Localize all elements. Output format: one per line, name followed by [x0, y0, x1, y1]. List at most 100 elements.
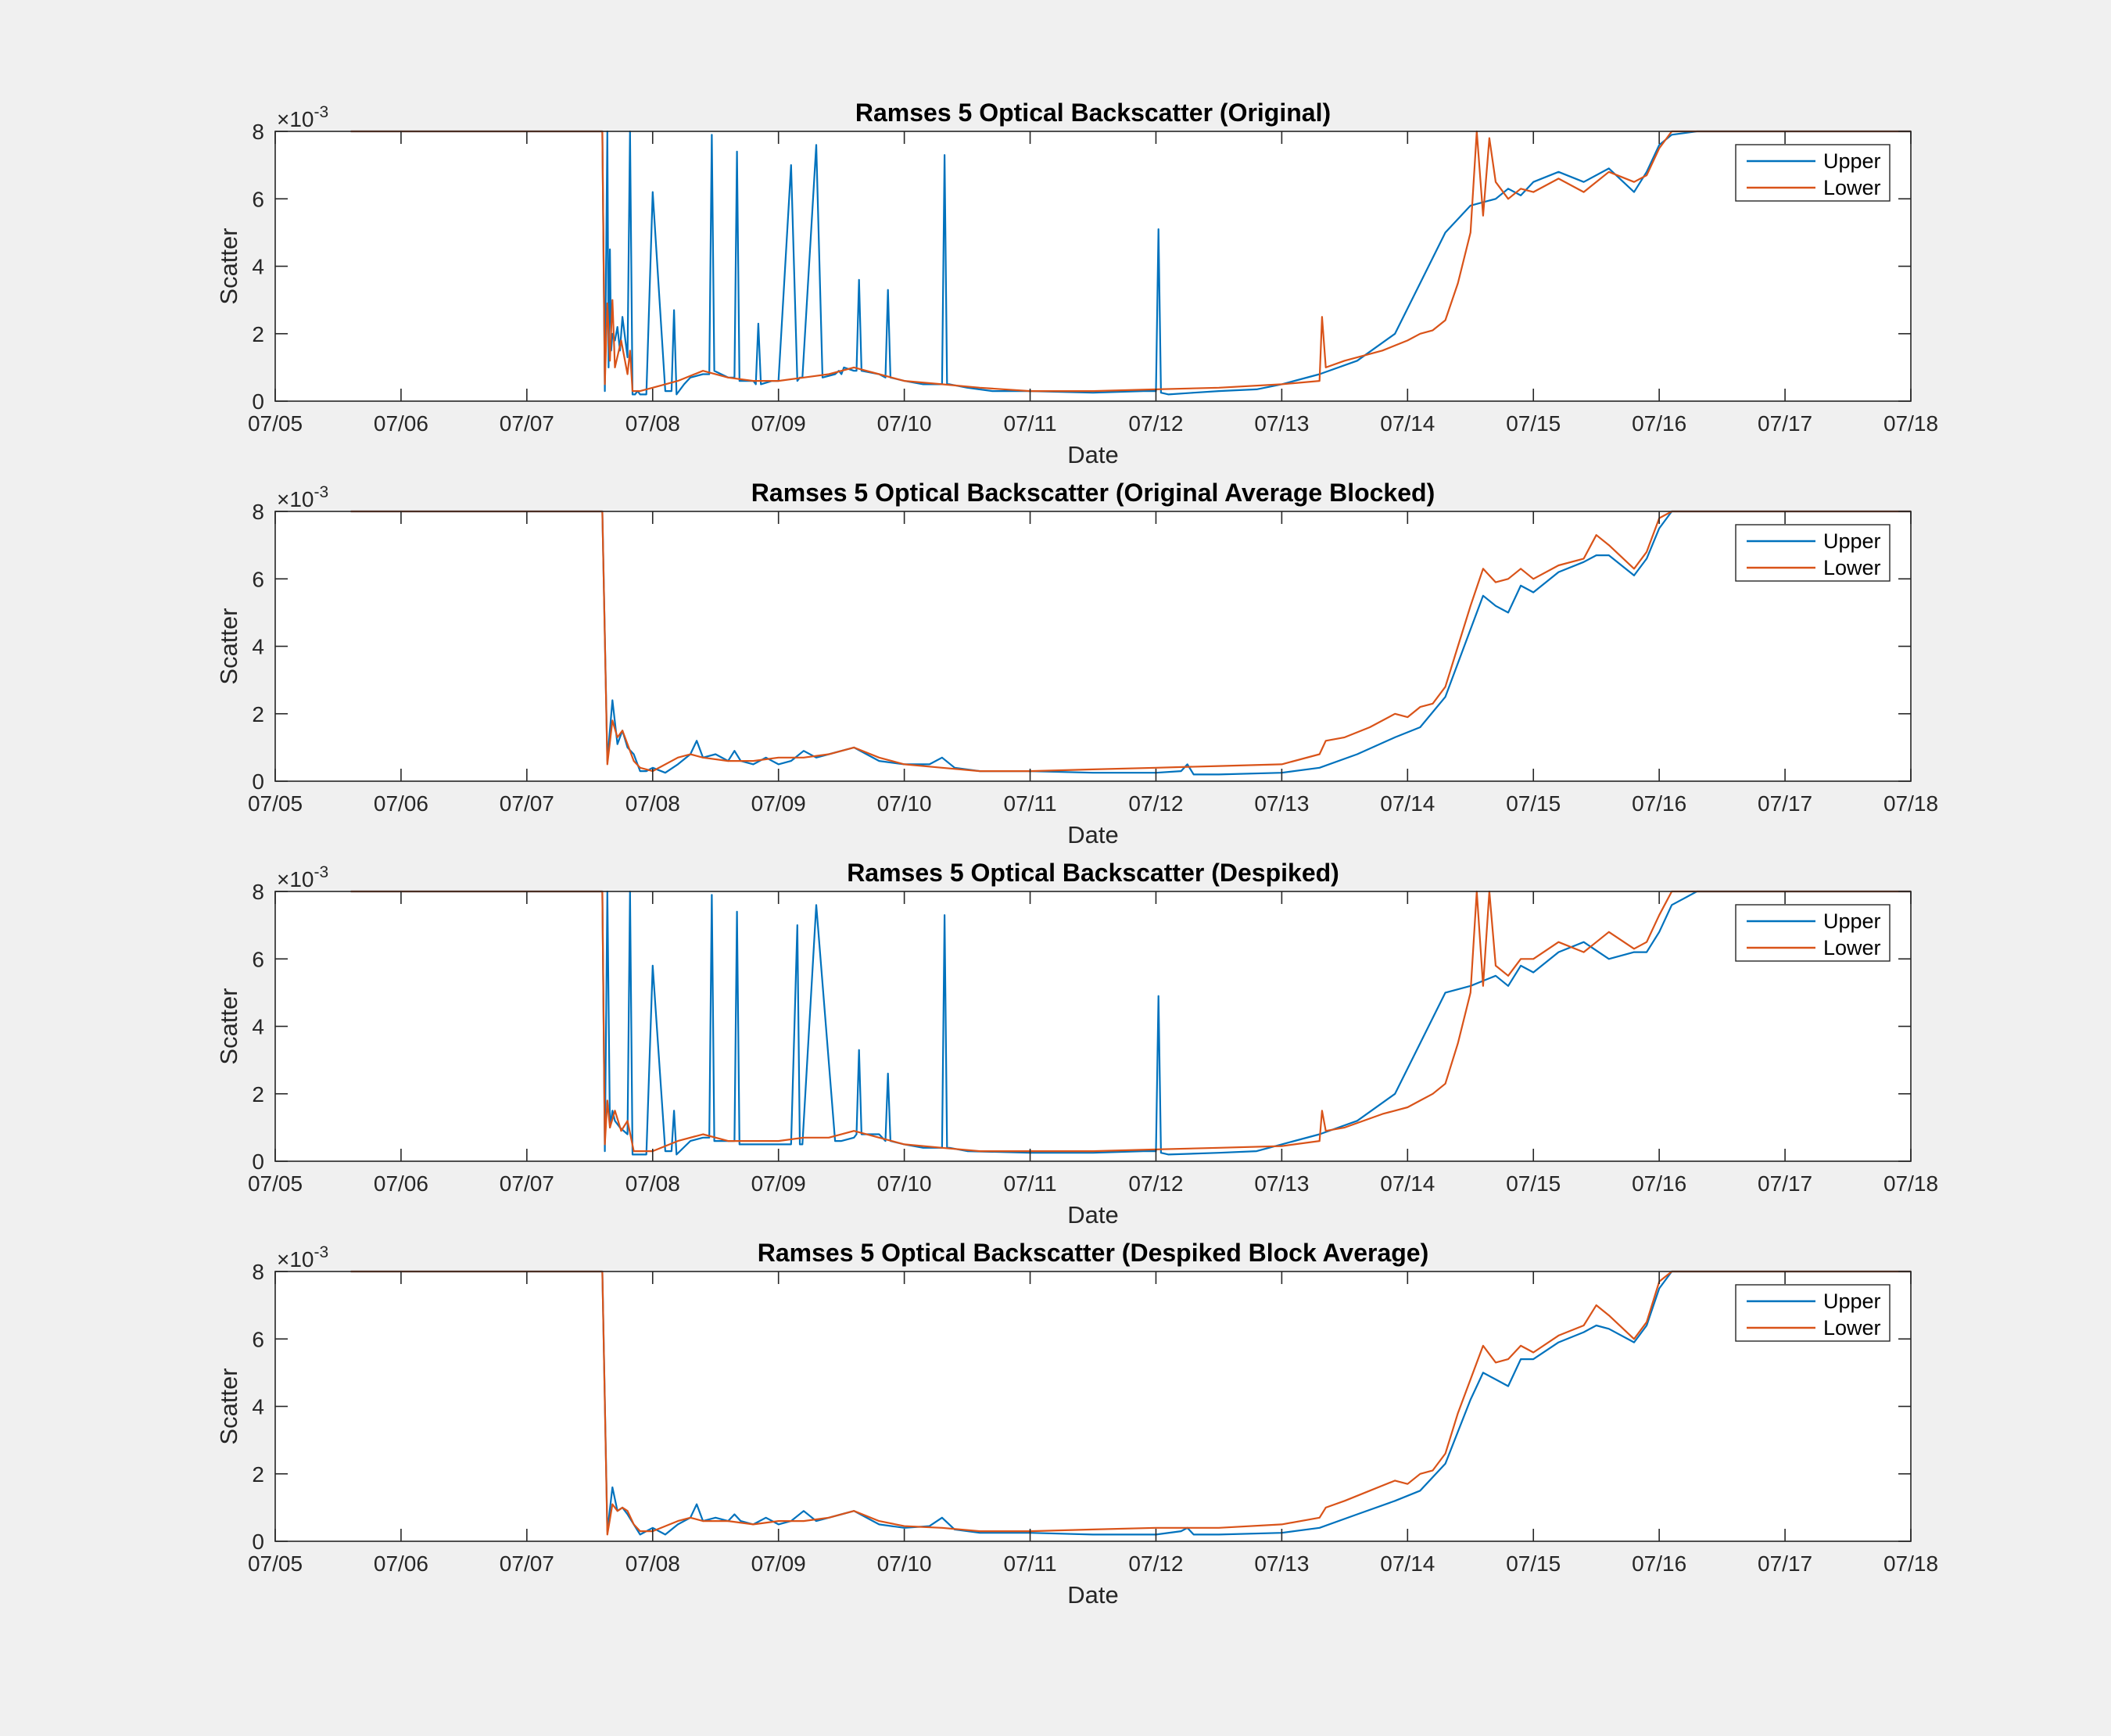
- x-tick-label: 07/07: [500, 1551, 554, 1576]
- y-exponent-base: ×10: [277, 487, 314, 511]
- y-exponent-label: ×10-3: [277, 1243, 328, 1272]
- series-group: [350, 890, 1911, 1156]
- plot-area: [275, 1272, 1911, 1541]
- x-tick-label: 07/14: [1380, 1551, 1435, 1576]
- series-line-upper: [350, 1270, 1911, 1536]
- x-tick-label: 07/11: [1004, 791, 1057, 816]
- x-tick-label: 07/05: [248, 1551, 303, 1576]
- y-tick-label: 4: [252, 255, 264, 279]
- series-line-upper: [350, 510, 1911, 776]
- x-tick-label: 07/17: [1758, 791, 1812, 816]
- x-tick-label: 07/06: [374, 1551, 428, 1576]
- y-tick-label: 0: [252, 1150, 264, 1174]
- y-exponent-power: -3: [314, 103, 329, 121]
- x-tick-label: 07/05: [248, 791, 303, 816]
- legend-box: [1735, 144, 1891, 202]
- y-tick-label: 2: [252, 1082, 264, 1107]
- chart-1: 07/05 07/06 07/07 07/08 07/09 07/10 07/11 07/12…: [215, 99, 1938, 468]
- x-tick-label: 07/13: [1254, 791, 1309, 816]
- x-tick-label: 07/18: [1883, 1551, 1938, 1576]
- x-tick-label: 07/18: [1883, 791, 1938, 816]
- legend-label-upper: Upper: [1823, 1289, 1881, 1313]
- y-exponent-base: ×10: [277, 1247, 314, 1272]
- y-exponent-power: -3: [314, 483, 329, 501]
- legend: Upper Lower: [1735, 524, 1891, 582]
- x-tick-label: 07/13: [1254, 1171, 1309, 1196]
- x-tick-label: 07/15: [1506, 1551, 1561, 1576]
- series-line-lower: [350, 890, 1911, 1153]
- x-tick-label: 07/10: [877, 1551, 932, 1576]
- x-tick-label: 07/16: [1632, 411, 1686, 436]
- x-tick-label: 07/11: [1004, 1551, 1057, 1576]
- x-tick-label: 07/15: [1506, 1171, 1561, 1196]
- x-tick-label: 07/09: [751, 1551, 806, 1576]
- x-tick-label: 07/16: [1632, 791, 1686, 816]
- y-tick-label: 2: [252, 702, 264, 726]
- y-tick-label: 8: [252, 880, 264, 904]
- y-exponent-label: ×10-3: [277, 103, 328, 131]
- x-tick-label: 07/17: [1758, 1551, 1812, 1576]
- legend: Upper Lower: [1735, 1284, 1891, 1342]
- x-tick-label: 07/12: [1128, 791, 1183, 816]
- x-tick-label: 07/18: [1883, 1171, 1938, 1196]
- x-tick-label: 07/17: [1758, 411, 1812, 436]
- x-tick-label: 07/10: [877, 411, 932, 436]
- legend-label-lower: Lower: [1823, 936, 1881, 959]
- legend-box: [1735, 1284, 1891, 1342]
- x-tick-label: 07/11: [1004, 1171, 1057, 1196]
- x-tick-label: 07/14: [1380, 791, 1435, 816]
- x-tick-label: 07/13: [1254, 1551, 1309, 1576]
- chart-title: Ramses 5 Optical Backscatter (Despiked B…: [758, 1239, 1428, 1267]
- x-tick-label: 07/14: [1380, 411, 1435, 436]
- x-axis-label: Date: [1067, 821, 1118, 848]
- y-tick-label: 4: [252, 635, 264, 659]
- x-tick-label: 07/12: [1128, 1171, 1183, 1196]
- x-tick-label: 07/07: [500, 411, 554, 436]
- x-tick-label: 07/08: [625, 1551, 680, 1576]
- x-tick-label: 07/18: [1883, 411, 1938, 436]
- x-tick-label: 07/09: [751, 1171, 806, 1196]
- x-tick-label: 07/10: [877, 1171, 932, 1196]
- series-line-upper: [350, 890, 1911, 1156]
- series-group: [350, 510, 1911, 776]
- chart-title: Ramses 5 Optical Backscatter (Original A…: [751, 479, 1435, 507]
- y-tick-label: 4: [252, 1015, 264, 1039]
- plot-area: [275, 511, 1911, 781]
- y-tick-label: 2: [252, 1462, 264, 1487]
- x-tick-label: 07/11: [1004, 411, 1057, 436]
- chart-title: Ramses 5 Optical Backscatter (Original): [855, 99, 1331, 127]
- y-tick-label: 0: [252, 389, 264, 414]
- x-axis-label: Date: [1067, 1201, 1118, 1228]
- y-tick-label: 6: [252, 567, 264, 591]
- x-tick-label: 07/07: [500, 1171, 554, 1196]
- y-tick-label: 6: [252, 187, 264, 211]
- x-tick-label: 07/06: [374, 411, 428, 436]
- series-line-lower: [350, 130, 1911, 393]
- y-tick-label: 2: [252, 322, 264, 346]
- y-axis-label: Scatter: [215, 988, 242, 1064]
- legend-label-upper: Upper: [1823, 909, 1881, 933]
- y-tick-label: 6: [252, 947, 264, 971]
- x-tick-label: 07/13: [1254, 411, 1309, 436]
- y-tick-label: 4: [252, 1395, 264, 1419]
- x-tick-label: 07/16: [1632, 1551, 1686, 1576]
- y-exponent-label: ×10-3: [277, 863, 328, 891]
- x-tick-label: 07/12: [1128, 1551, 1183, 1576]
- legend-box: [1735, 524, 1891, 582]
- legend-box: [1735, 904, 1891, 962]
- x-tick-label: 07/15: [1506, 791, 1561, 816]
- legend-label-lower: Lower: [1823, 176, 1881, 199]
- x-tick-label: 07/10: [877, 791, 932, 816]
- x-tick-label: 07/15: [1506, 411, 1561, 436]
- y-exponent-power: -3: [314, 1243, 329, 1261]
- y-exponent-base: ×10: [277, 867, 314, 891]
- x-axis-label: Date: [1067, 1581, 1118, 1609]
- x-axis-label: Date: [1067, 441, 1118, 468]
- legend: Upper Lower: [1735, 904, 1891, 962]
- chart-3: 07/05 07/06 07/07 07/08 07/09 07/10 07/11 07/12…: [215, 859, 1938, 1228]
- plot-area: [275, 131, 1911, 401]
- y-tick-label: 8: [252, 500, 264, 524]
- y-tick-label: 8: [252, 1260, 264, 1284]
- legend: Upper Lower: [1735, 144, 1891, 202]
